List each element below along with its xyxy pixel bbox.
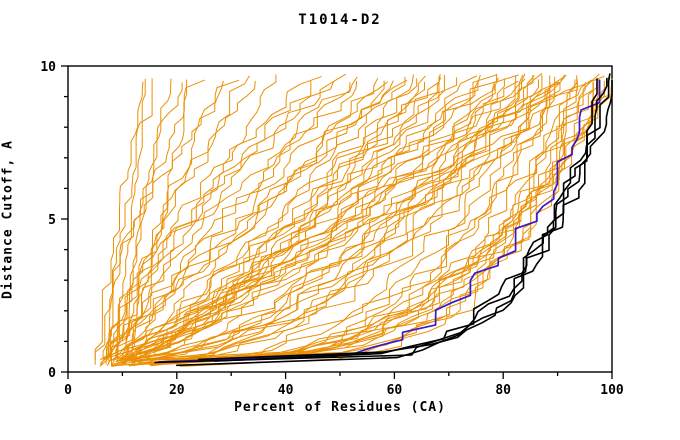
prediction-curve-orange <box>143 73 526 364</box>
prediction-curve-orange <box>176 79 578 362</box>
highlighted-model-curve-black <box>176 73 611 367</box>
prediction-curve-orange <box>100 80 394 361</box>
prediction-curve-orange <box>121 78 378 366</box>
prediction-curve-orange <box>116 74 534 362</box>
prediction-curve-orange <box>115 75 426 362</box>
prediction-curve-orange <box>116 79 592 363</box>
prediction-curve-orange <box>111 76 358 364</box>
prediction-curve-orange <box>182 76 609 364</box>
x-tick-label: 40 <box>278 383 294 398</box>
prediction-curve-orange <box>112 77 499 367</box>
prediction-curve-orange <box>143 73 498 359</box>
prediction-curve-orange <box>111 81 519 366</box>
prediction-curve-orange <box>105 76 322 365</box>
prediction-curve-orange <box>138 74 567 362</box>
prediction-curve-orange <box>137 74 414 363</box>
prediction-curve-orange <box>131 75 605 363</box>
prediction-curve-orange <box>132 74 519 361</box>
y-tick-label: 0 <box>48 366 56 381</box>
prediction-curve-orange <box>143 79 598 361</box>
prediction-curve-orange <box>149 74 566 366</box>
chart-title: T1014-D2 <box>298 12 382 28</box>
prediction-curve-orange <box>100 79 205 364</box>
prediction-curve-orange <box>138 78 600 363</box>
prediction-curve-orange <box>116 80 358 360</box>
prediction-curve-orange <box>107 80 256 360</box>
prediction-curve-orange <box>105 77 458 360</box>
prediction-curve-orange <box>121 80 385 365</box>
prediction-curve-orange <box>131 81 559 367</box>
prediction-curve-orange <box>111 81 388 362</box>
x-tick-label: 20 <box>169 383 185 398</box>
best-model-curve-blue <box>157 79 601 363</box>
y-tick-label: 10 <box>40 60 56 75</box>
y-tick-label: 5 <box>48 213 56 228</box>
prediction-curve-orange <box>109 74 277 361</box>
prediction-curve-orange <box>146 81 551 365</box>
prediction-curve-orange <box>106 79 408 358</box>
prediction-curve-orange <box>117 78 172 358</box>
x-tick-label: 100 <box>600 383 624 398</box>
prediction-curve-orange <box>127 76 556 366</box>
prediction-curve-orange <box>124 78 526 361</box>
x-tick-label: 0 <box>64 383 72 398</box>
x-tick-label: 80 <box>495 383 511 398</box>
prediction-curve-orange <box>125 75 250 366</box>
prediction-curve-orange <box>121 82 351 365</box>
prediction-curve-orange <box>176 73 600 363</box>
prediction-curve-orange <box>194 81 613 362</box>
x-axis-label: Percent of Residues (CA) <box>234 400 446 415</box>
highlighted-model-curve-black <box>214 77 608 362</box>
prediction-curve-orange <box>138 81 561 364</box>
prediction-curve-orange <box>111 82 183 366</box>
prediction-curve-orange <box>132 78 505 363</box>
prediction-curve-orange <box>129 73 441 367</box>
prediction-curve-orange <box>157 77 563 363</box>
prediction-curve-orange <box>121 73 543 363</box>
highlighted-model-curve-black <box>197 79 613 361</box>
prediction-curve-orange <box>102 78 153 360</box>
x-tick-label: 60 <box>387 383 403 398</box>
prediction-curve-orange <box>150 75 551 367</box>
prediction-curve-orange <box>94 81 144 365</box>
prediction-curve-orange <box>116 81 334 362</box>
prediction-curve-orange <box>155 75 517 364</box>
prediction-curve-orange <box>164 82 594 363</box>
prediction-curve-orange <box>126 79 188 360</box>
